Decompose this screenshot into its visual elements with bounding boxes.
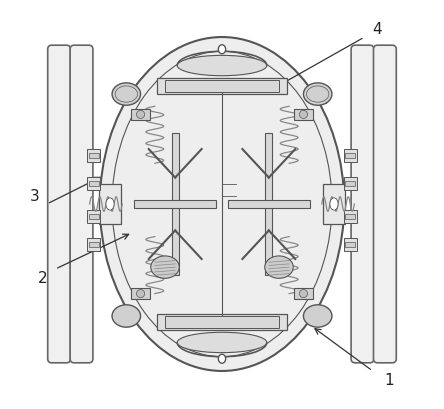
Bar: [89, 153, 99, 158]
Ellipse shape: [218, 354, 226, 363]
Ellipse shape: [100, 38, 344, 371]
Ellipse shape: [136, 290, 145, 298]
Bar: [131, 289, 150, 299]
Bar: [309, 85, 326, 104]
Bar: [344, 238, 357, 252]
Bar: [165, 317, 279, 328]
Bar: [99, 184, 121, 225]
Ellipse shape: [112, 305, 141, 327]
Bar: [345, 243, 355, 247]
Bar: [89, 214, 99, 219]
Bar: [87, 238, 100, 252]
Bar: [135, 200, 216, 209]
Bar: [89, 182, 99, 187]
FancyBboxPatch shape: [70, 46, 93, 363]
Ellipse shape: [303, 305, 332, 327]
Ellipse shape: [330, 198, 338, 211]
Bar: [131, 110, 150, 120]
Bar: [345, 182, 355, 187]
Bar: [171, 133, 179, 276]
Bar: [89, 243, 99, 247]
Ellipse shape: [218, 46, 226, 55]
Ellipse shape: [265, 256, 293, 279]
Bar: [87, 210, 100, 223]
Bar: [165, 81, 279, 92]
Ellipse shape: [112, 84, 141, 106]
Ellipse shape: [299, 111, 308, 119]
Bar: [345, 153, 355, 158]
Bar: [157, 314, 287, 330]
Ellipse shape: [177, 56, 267, 76]
Bar: [118, 85, 135, 104]
Bar: [87, 178, 100, 191]
Bar: [344, 149, 357, 162]
Text: 4: 4: [372, 22, 381, 37]
Ellipse shape: [299, 290, 308, 298]
Bar: [294, 289, 313, 299]
Bar: [228, 200, 309, 209]
Bar: [344, 178, 357, 191]
FancyBboxPatch shape: [351, 46, 374, 363]
Ellipse shape: [106, 198, 114, 211]
Ellipse shape: [136, 111, 145, 119]
Text: 2: 2: [38, 270, 48, 285]
Ellipse shape: [303, 84, 332, 106]
Bar: [344, 210, 357, 223]
Bar: [323, 184, 345, 225]
Bar: [87, 149, 100, 162]
Ellipse shape: [177, 333, 267, 353]
FancyBboxPatch shape: [48, 46, 71, 363]
Ellipse shape: [151, 256, 179, 279]
Bar: [157, 79, 287, 95]
FancyBboxPatch shape: [373, 46, 396, 363]
Text: 3: 3: [30, 189, 40, 204]
Bar: [265, 133, 273, 276]
Text: 1: 1: [384, 372, 394, 387]
Bar: [294, 110, 313, 120]
Bar: [345, 214, 355, 219]
